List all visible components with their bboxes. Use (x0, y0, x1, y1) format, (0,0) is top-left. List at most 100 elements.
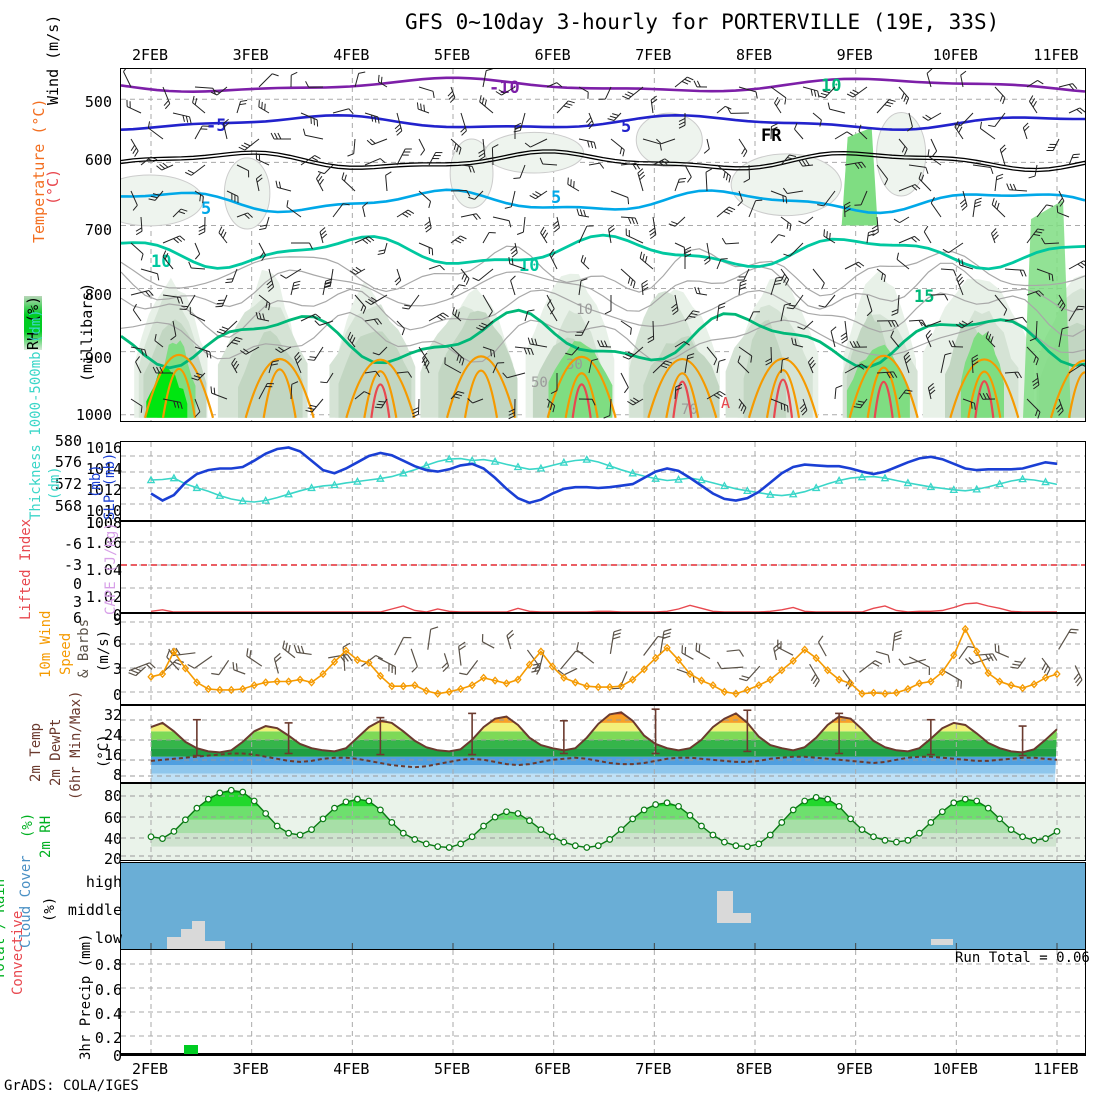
cape-tick-0: 1.08 (85, 514, 122, 532)
x-tick-bottom-3feb: 3FEB (232, 1060, 269, 1078)
svg-text:A: A (721, 394, 730, 412)
pressure-tick-500: 500 (84, 93, 112, 111)
temp-tick-8: 8 (112, 766, 122, 784)
cape-tick-2: 1.04 (85, 561, 122, 579)
wind-tick-3: 3 (112, 660, 122, 678)
svg-text:5: 5 (551, 188, 561, 208)
x-tick-bottom-4feb: 4FEB (333, 1060, 370, 1078)
axis-title-thickness-units: (dm) (47, 466, 63, 500)
x-tick-top-11feb: 11FEB (1033, 46, 1079, 64)
slp-tick-1008: 1008 (85, 514, 122, 532)
axis-title-3hr-precip: 3hr Precip (mm) (78, 933, 94, 1060)
svg-text:FR: FR (761, 126, 782, 146)
svg-text:5: 5 (201, 199, 211, 219)
thickness-tick-576: 576 (54, 453, 82, 471)
lifted-index-cape-panel[interactable] (120, 521, 1086, 613)
cape-tick-3: 1.02 (85, 588, 122, 606)
x-tick-bottom-7feb: 7FEB (635, 1060, 672, 1078)
rh-tick-20: 20 (103, 850, 122, 868)
cloud-tick-low: low (94, 929, 122, 947)
lifted-index-tick-m3: -3 (63, 556, 82, 574)
x-tick-top-2feb: 2FEB (131, 46, 169, 64)
precip-tick-2: 0.4 (94, 1005, 122, 1023)
axis-title-wind-barbs: & Barbs (76, 618, 92, 678)
x-tick-top-6feb: 6FEB (534, 46, 571, 64)
lifted-index-tick-6: 6 (72, 609, 82, 627)
axis-title-millibars: (millibars) (78, 282, 96, 382)
thickness-slp-panel[interactable] (120, 441, 1086, 521)
x-tick-top-3feb: 3FEB (232, 46, 269, 64)
footer-credit: GrADS: COLA/IGES (4, 1078, 139, 1094)
x-tick-bottom-9feb: 9FEB (836, 1060, 873, 1078)
temp-tick-16: 16 (103, 746, 122, 764)
x-tick-top-4feb: 4FEB (333, 46, 370, 64)
thickness-tick-568: 568 (54, 497, 82, 515)
svg-text:15: 15 (914, 287, 934, 307)
axis-title-wind-units: (m/s) (96, 629, 112, 672)
x-tick-bottom-6feb: 6FEB (534, 1060, 571, 1078)
x-tick-bottom-10feb: 10FEB (932, 1060, 978, 1078)
axis-title-10m-wind: 10m Wind (38, 610, 54, 678)
wind-speed-panel[interactable] (120, 613, 1086, 705)
page-title: GFS 0~10day 3-hourly for PORTERVILLE (19… (405, 10, 1000, 34)
lifted-index-tick-m6: -6 (63, 535, 82, 553)
axis-title-slp: SLP (mb) (102, 452, 118, 520)
upper-air-panel[interactable]: 10 30 50 70 -10 10 -5 5 FR 5 5 10 10 15 A (120, 68, 1086, 422)
axis-title-2m-rh: 2m RH (38, 815, 54, 858)
cloud-tick-high: high (85, 873, 122, 891)
thickness-tick-572: 572 (54, 475, 82, 493)
rh-tick-60: 60 (103, 809, 122, 827)
x-tick-top-8feb: 8FEB (735, 46, 773, 64)
precipitation-panel[interactable] (120, 950, 1086, 1056)
slp-tick-1014: 1014 (85, 460, 122, 478)
precip-tick-1: 0.6 (94, 981, 122, 999)
precip-tick-4: 0 (112, 1047, 122, 1065)
x-tick-bottom-11feb: 11FEB (1033, 1060, 1079, 1078)
x-tick-top-9feb: 9FEB (836, 46, 873, 64)
slp-tick-1016: 1016 (85, 439, 122, 457)
x-tick-bottom-5feb: 5FEB (433, 1060, 471, 1078)
pressure-tick-900: 900 (84, 349, 112, 367)
axis-title-wind-speed: Speed (58, 632, 74, 675)
cloud-cover-panel[interactable] (120, 862, 1086, 950)
pressure-tick-1000: 1000 (75, 406, 112, 424)
svg-text:-5: -5 (206, 116, 226, 136)
pressure-tick-700: 700 (84, 221, 112, 239)
axis-title-2m-rh-units: (%) (20, 812, 36, 838)
precip-tick-0: 0.8 (94, 956, 122, 974)
x-tick-top-10feb: 10FEB (932, 46, 978, 64)
lifted-index-tick-0: 0 (72, 575, 82, 593)
axis-title-2m-temp: 2m Temp (28, 722, 44, 782)
axis-title-wind: Wind (m/s) (44, 14, 62, 105)
x-tick-top-7feb: 7FEB (635, 46, 672, 64)
wind-tick-6: 6 (112, 633, 122, 651)
svg-text:50: 50 (531, 375, 548, 391)
wind-tick-9: 9 (112, 611, 122, 629)
slp-tick-1012: 1012 (85, 481, 122, 499)
relative-humidity-panel[interactable] (120, 783, 1086, 861)
legend-convective: Convective (10, 910, 26, 995)
thickness-tick-580: 580 (54, 432, 82, 450)
x-tick-bottom-2feb: 2FEB (131, 1060, 169, 1078)
lifted-index-tick-3: 3 (72, 593, 82, 611)
rh-tick-80: 80 (103, 787, 122, 805)
axis-title-2m-temp-units: (°C) (96, 734, 112, 768)
svg-text:10: 10 (821, 76, 841, 96)
run-total-label: Run Total = 0.06 (955, 950, 1090, 966)
temperature-dewpoint-panel[interactable] (120, 705, 1086, 783)
rh-tick-40: 40 (103, 830, 122, 848)
axis-title-minmax: (6hr Min/Max) (68, 690, 84, 800)
wind-tick-0: 0 (112, 686, 122, 704)
slp-tick-1010: 1010 (85, 502, 122, 520)
x-tick-bottom-8feb: 8FEB (735, 1060, 773, 1078)
precip-tick-3: 0.2 (94, 1029, 122, 1047)
axis-title-cloud-units: (%) (42, 896, 58, 922)
svg-text:10: 10 (151, 252, 171, 272)
pressure-tick-600: 600 (84, 151, 112, 169)
cape-tick-1: 1.06 (85, 534, 122, 552)
pressure-tick-800: 800 (84, 286, 112, 304)
axis-title-lifted-index: Lifted Index (18, 518, 34, 620)
svg-text:5: 5 (621, 117, 631, 137)
svg-text:30: 30 (566, 357, 583, 373)
temp-tick-24: 24 (103, 726, 122, 744)
